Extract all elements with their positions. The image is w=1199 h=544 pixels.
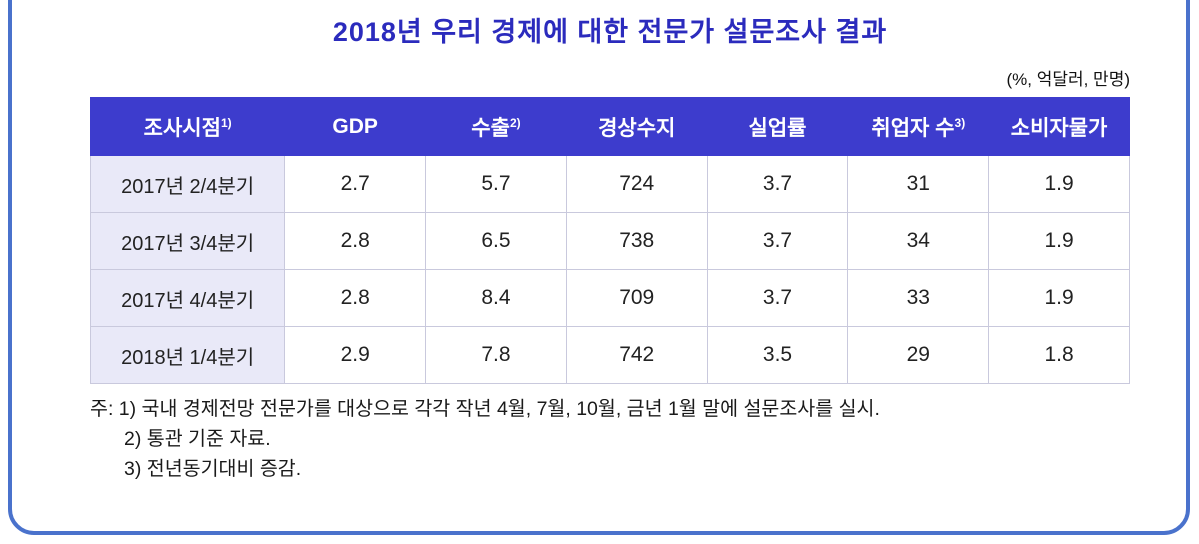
col-header-label: 수출: [471, 116, 510, 140]
cell-employed: 34: [847, 212, 990, 270]
cell-cpi: 1.9: [988, 212, 1130, 270]
cell-exports: 8.4: [425, 269, 567, 327]
cell-current-account: 742: [565, 326, 708, 384]
col-header-period: 조사시점1): [89, 97, 286, 156]
cell-employed: 31: [847, 155, 990, 213]
col-header-gdp: GDP: [284, 97, 427, 156]
footnote-marker: 2): [509, 115, 521, 130]
table-row: 2017년 4/4분기 2.8 8.4 709 3.7 33 1.9: [89, 269, 1130, 327]
footnote-1: 주: 1) 국내 경제전망 전문가를 대상으로 각각 작년 4월, 7월, 10…: [90, 398, 880, 420]
unit-label: (%, 억달러, 만명): [1006, 70, 1130, 89]
table-row: 2018년 1/4분기 2.9 7.8 742 3.5 29 1.8: [89, 326, 1130, 384]
cell-exports: 7.8: [425, 326, 567, 384]
col-header-label: GDP: [332, 115, 378, 138]
cell-gdp: 2.8: [284, 212, 427, 270]
page-title: 2018년 우리 경제에 대한 전문가 설문조사 결과: [332, 17, 888, 47]
table-row: 2017년 3/4분기 2.8 6.5 738 3.7 34 1.9: [89, 212, 1130, 270]
cell-current-account: 738: [565, 212, 708, 270]
col-header-label: 경상수지: [598, 116, 676, 140]
col-header-unemployment: 실업률: [706, 97, 849, 156]
table-header-row: 조사시점1) GDP 수출2) 경상수지 실업률 취업자 수3) 소비자물가: [89, 97, 1130, 156]
cell-current-account: 709: [565, 269, 708, 327]
cell-exports: 6.5: [425, 212, 567, 270]
row-period: 2017년 3/4분기: [89, 212, 286, 270]
cell-cpi: 1.8: [988, 326, 1130, 384]
row-period: 2018년 1/4분기: [89, 326, 286, 384]
footnote-2: 2) 통관 기준 자료.: [124, 428, 271, 451]
cell-employed: 33: [847, 269, 990, 327]
cell-unemployment: 3.7: [706, 269, 849, 327]
cell-unemployment: 3.7: [706, 155, 849, 213]
cell-gdp: 2.8: [284, 269, 427, 327]
table-row: 2017년 2/4분기 2.7 5.7 724 3.7 31 1.9: [89, 155, 1130, 213]
row-period: 2017년 4/4분기: [89, 269, 286, 327]
content-area: 2018년 우리 경제에 대한 전문가 설문조사 결과 (%, 억달러, 만명)…: [89, 17, 1130, 485]
cell-employed: 29: [847, 326, 990, 384]
col-header-label: 실업률: [748, 116, 807, 140]
col-header-cpi: 소비자물가: [988, 97, 1130, 156]
footnote-marker: 1): [220, 115, 232, 130]
cell-exports: 5.7: [425, 155, 567, 213]
cell-gdp: 2.9: [284, 326, 427, 384]
col-header-employed: 취업자 수3): [847, 97, 990, 156]
col-header-current-account: 경상수지: [565, 97, 708, 156]
cell-unemployment: 3.7: [706, 212, 849, 270]
cell-current-account: 724: [565, 155, 708, 213]
col-header-label: 조사시점: [143, 116, 221, 140]
row-period: 2017년 2/4분기: [89, 155, 286, 213]
footnotes: 주: 1) 국내 경제전망 전문가를 대상으로 각각 작년 4월, 7월, 10…: [90, 394, 1130, 485]
col-header-exports: 수출2): [425, 97, 567, 156]
col-header-label: 취업자 수: [871, 116, 955, 140]
cell-unemployment: 3.5: [706, 326, 849, 384]
footnote-marker: 3): [954, 115, 966, 130]
cell-cpi: 1.9: [988, 155, 1130, 213]
cell-cpi: 1.9: [988, 269, 1130, 327]
footnote-3: 3) 전년동기대비 증감.: [124, 458, 302, 481]
col-header-label: 소비자물가: [1010, 116, 1108, 140]
cell-gdp: 2.7: [284, 155, 427, 213]
survey-table: 조사시점1) GDP 수출2) 경상수지 실업률 취업자 수3) 소비자물가 2…: [89, 97, 1130, 384]
